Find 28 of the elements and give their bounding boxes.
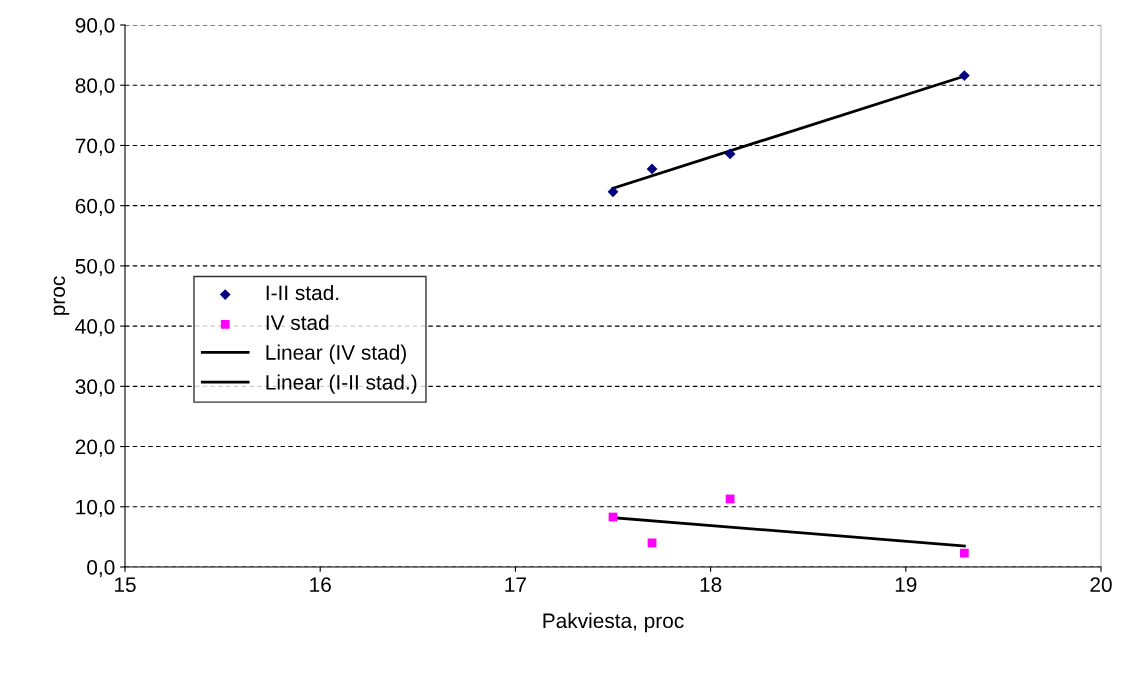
y-tick-label: 10,0 <box>76 499 115 517</box>
point <box>724 148 736 160</box>
y-tick-label: 80,0 <box>75 78 115 96</box>
y-tick-label: 40,0 <box>75 319 115 337</box>
point <box>607 186 619 198</box>
point <box>646 163 658 175</box>
x-axis-title: Pakviesta, proc <box>543 612 684 633</box>
y-tick-label: 50,0 <box>75 258 115 277</box>
x-tick-label: 19 <box>895 577 917 593</box>
legend-label: I-II stad. <box>266 284 339 301</box>
y-tick-label: 60,0 <box>75 198 115 216</box>
y-tick-label: 70,0 <box>75 138 115 156</box>
y-tick-label: 0,0 <box>87 560 115 578</box>
legend-label: Linear (IV stad) <box>266 344 406 364</box>
legend-label: IV stad <box>266 314 329 331</box>
x-tick-label: 18 <box>700 577 722 593</box>
x-tick-label: 15 <box>115 577 136 593</box>
y-tick-label: 30,0 <box>75 379 115 397</box>
point <box>725 494 735 504</box>
y-tick-label: 20,0 <box>75 439 115 457</box>
y-axis-title: proc <box>53 276 70 315</box>
y-tick-label: 90,0 <box>75 18 115 36</box>
x-tick-label: 16 <box>310 577 331 593</box>
point <box>958 70 970 81</box>
x-tick-label: 20 <box>1090 577 1112 593</box>
point <box>959 548 969 558</box>
legend-label: Linear (I-II stad.) <box>266 374 417 394</box>
x-tick-label: 17 <box>505 577 526 592</box>
